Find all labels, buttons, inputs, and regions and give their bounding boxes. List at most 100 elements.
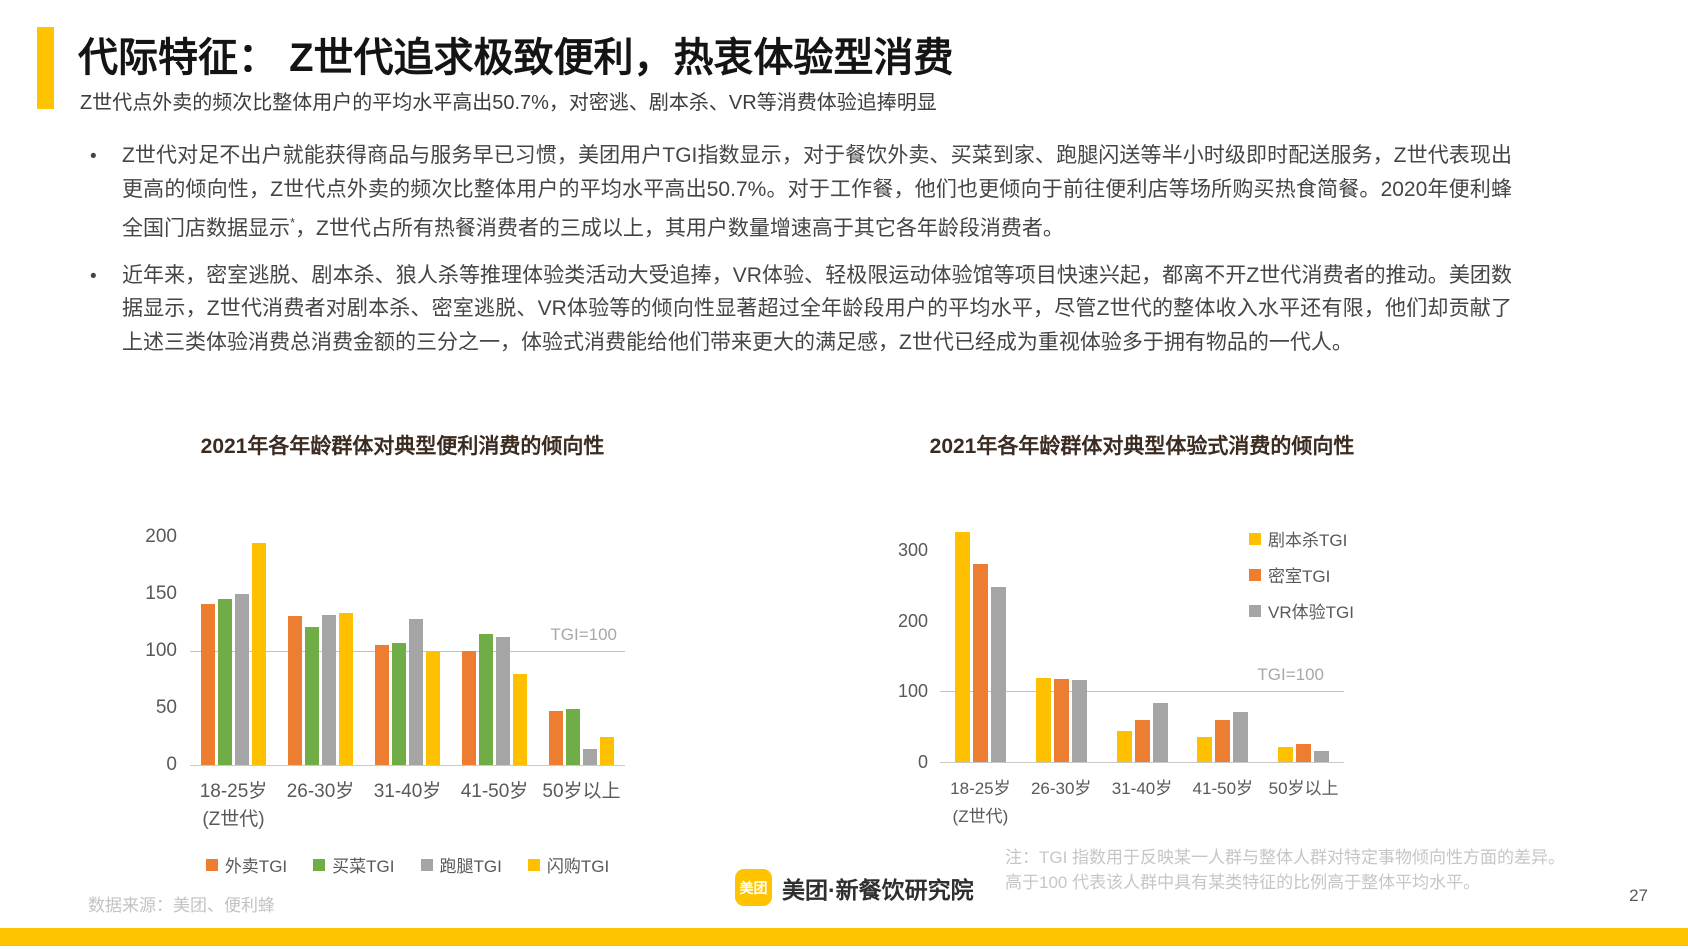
bar-外卖TGI-41-50岁 — [462, 651, 476, 765]
bar-剧本杀TGI-31-40岁 — [1116, 730, 1132, 762]
x-axis-category-label: 50岁以上 — [538, 778, 625, 806]
bar-外卖TGI-26-30岁 — [288, 615, 302, 765]
tgi-reference-line — [940, 691, 1344, 693]
bar-VR体验TGI-41-50岁 — [1233, 711, 1249, 762]
x-axis-category-label: 18-25岁 (Z世代) — [190, 778, 277, 834]
category-label-text: 41-50岁 — [460, 781, 529, 802]
bar-密室TGI-50岁以上 — [1296, 744, 1312, 762]
tgi-reference-line — [190, 651, 625, 652]
x-axis-category-label: 31-40岁 — [1102, 775, 1183, 803]
x-axis-category-label: 41-50岁 — [1182, 775, 1263, 803]
bar-剧本杀TGI-26-30岁 — [1035, 677, 1051, 762]
bar-外卖TGI-18-25岁 — [201, 604, 215, 765]
bar-买菜TGI-18-25岁 — [218, 598, 232, 765]
bullet-text: ，Z世代占所有热餐消费者的三成以上，其用户数量增速高于其它各年龄段消费者。 — [295, 217, 1064, 240]
x-axis-line — [940, 762, 1344, 763]
y-axis-tick-label: 200 — [897, 610, 928, 631]
bar-外卖TGI-31-40岁 — [375, 645, 389, 765]
x-axis-line — [190, 765, 625, 766]
bar-剧本杀TGI-50岁以上 — [1278, 747, 1294, 762]
legend-item-闪购TGI: 闪购TGI — [527, 852, 610, 877]
meituan-logo-icon: 美团 — [735, 869, 772, 906]
category-label-text: 18-25岁 — [950, 779, 1011, 798]
legend-label: VR体验TGI — [1268, 603, 1354, 622]
x-axis-category-label: 50岁以上 — [1263, 775, 1344, 803]
chart-legend: 外卖TGI 买菜TGI 跑腿TGI 闪购TGI — [190, 852, 625, 877]
y-axis-tick-label: 100 — [145, 640, 177, 661]
bar-闪购TGI-41-50岁 — [513, 673, 527, 765]
bar-买菜TGI-26-30岁 — [305, 627, 319, 765]
bar-闪购TGI-26-30岁 — [339, 613, 353, 765]
x-axis-category-label: 41-50岁 — [451, 778, 538, 806]
bar-买菜TGI-41-50岁 — [479, 633, 493, 765]
bar-VR体验TGI-31-40岁 — [1152, 702, 1168, 762]
y-axis-tick-label: 200 — [145, 526, 177, 547]
bar-闪购TGI-31-40岁 — [426, 651, 440, 765]
bullet-item-1: Z世代对足不出户就能获得商品与服务早已习惯，美团用户TGI指数显示，对于餐饮外卖… — [88, 139, 1512, 246]
bullet-text: 近年来，密室逃脱、剧本杀、狼人杀等推理体验类活动大受追捧，VR体验、轻极限运动体… — [122, 263, 1512, 354]
y-axis-tick-label: 100 — [897, 681, 928, 702]
category-label-text: 26-30岁 — [286, 781, 355, 802]
bar-外卖TGI-50岁以上 — [549, 711, 563, 765]
x-axis-category-label: 18-25岁 (Z世代) — [940, 775, 1021, 831]
bar-跑腿TGI-26-30岁 — [322, 614, 336, 765]
legend-color-chip — [420, 858, 433, 871]
bar-闪购TGI-50岁以上 — [600, 736, 614, 765]
legend-label: 跑腿TGI — [439, 857, 502, 876]
chart-plot-area: 0 100 200 300 TGI=100 18-25岁 (Z世代) 26-30岁 31-40岁… — [850, 428, 1490, 880]
category-label-text: 50岁以上 — [542, 781, 621, 802]
legend-item-剧本杀TGI: 剧本杀TGI — [1249, 526, 1354, 551]
legend-color-chip — [313, 858, 326, 871]
category-label-text: 18-25岁 — [199, 781, 268, 802]
bar-跑腿TGI-31-40岁 — [409, 619, 423, 765]
title-accent-bar — [37, 27, 54, 109]
meituan-logo: 美团 美团·新餐饮研究院 — [735, 869, 974, 906]
legend-label: 剧本杀TGI — [1268, 531, 1348, 550]
legend-item-买菜TGI: 买菜TGI — [313, 852, 395, 877]
tgi-reference-label: TGI=100 — [1257, 665, 1324, 685]
x-axis-category-label: 31-40岁 — [364, 778, 451, 806]
category-label-text: 26-30岁 — [1030, 779, 1092, 798]
legend-item-外卖TGI: 外卖TGI — [205, 852, 288, 877]
legend-label: 闪购TGI — [546, 857, 610, 876]
legend-color-chip — [1249, 568, 1261, 581]
bar-VR体验TGI-26-30岁 — [1071, 680, 1087, 762]
chart-experience-tgi: 2021年各年龄群体对典型体验式消费的倾向性 0 100 200 300 TGI=100… — [850, 428, 1490, 880]
legend-item-跑腿TGI: 跑腿TGI — [420, 852, 502, 877]
category-sublabel-text: (Z世代) — [952, 807, 1009, 826]
tgi-definition-note: 注：TGI 指数用于反映某一人群与整体人群对特定事物倾向性方面的差异。 高于10… — [1005, 845, 1565, 895]
tgi-note-line-1: 注：TGI 指数用于反映某一人群与整体人群对特定事物倾向性方面的差异。 — [1005, 848, 1566, 867]
tgi-note-line-2: 高于100 代表该人群中具有某类特征的比例高于整体平均水平。 — [1005, 873, 1481, 892]
legend-color-chip — [527, 858, 540, 871]
bottom-accent-bar — [0, 928, 1688, 946]
page-number: 27 — [1629, 886, 1648, 905]
bar-VR体验TGI-18-25岁 — [990, 586, 1006, 762]
y-axis-tick-label: 0 — [166, 754, 177, 775]
bar-密室TGI-18-25岁 — [972, 564, 988, 762]
y-axis-tick-label: 300 — [897, 539, 928, 560]
bullet-list: Z世代对足不出户就能获得商品与服务早已习惯，美团用户TGI指数显示，对于餐饮外卖… — [88, 139, 1512, 372]
bar-买菜TGI-50岁以上 — [566, 709, 580, 765]
category-sublabel-text: (Z世代) — [202, 809, 265, 830]
bar-VR体验TGI-50岁以上 — [1314, 751, 1330, 762]
bar-密室TGI-26-30岁 — [1053, 679, 1069, 762]
legend-color-chip — [1249, 604, 1261, 617]
tgi-reference-label: TGI=100 — [550, 625, 617, 644]
chart-plot-area: 0 50 100 150 200 TGI=100 18-25岁 (Z世代) 26-30岁 31-4… — [120, 428, 685, 880]
chart-title: 2021年各年龄群体对典型体验式消费的倾向性 — [929, 435, 1355, 458]
legend-label: 买菜TGI — [332, 857, 395, 876]
legend-color-chip — [1249, 532, 1261, 545]
chart-title: 2021年各年龄群体对典型便利消费的倾向性 — [200, 435, 605, 458]
bar-闪购TGI-18-25岁 — [252, 542, 266, 765]
x-axis-category-label: 26-30岁 — [1021, 775, 1102, 803]
bullet-item-2: 近年来，密室逃脱、剧本杀、狼人杀等推理体验类活动大受追捧，VR体验、轻极限运动体… — [88, 259, 1512, 360]
bar-剧本杀TGI-18-25岁 — [954, 532, 970, 762]
chart-convenience-tgi: 2021年各年龄群体对典型便利消费的倾向性 0 50 100 150 200 TGI=10… — [120, 428, 685, 880]
y-axis-tick-label: 150 — [145, 583, 177, 604]
category-label-text: 31-40岁 — [1111, 779, 1173, 798]
bullet-text: Z世代对足不出户就能获得商品与服务早已习惯，美团用户TGI指数显示，对于餐饮外卖… — [122, 144, 1512, 240]
page-subtitle: Z世代点外卖的频次比整体用户的平均水平高出50.7%，对密逃、剧本杀、VR等消费… — [80, 92, 937, 114]
bar-剧本杀TGI-41-50岁 — [1197, 737, 1213, 762]
legend-label: 外卖TGI — [224, 857, 288, 876]
